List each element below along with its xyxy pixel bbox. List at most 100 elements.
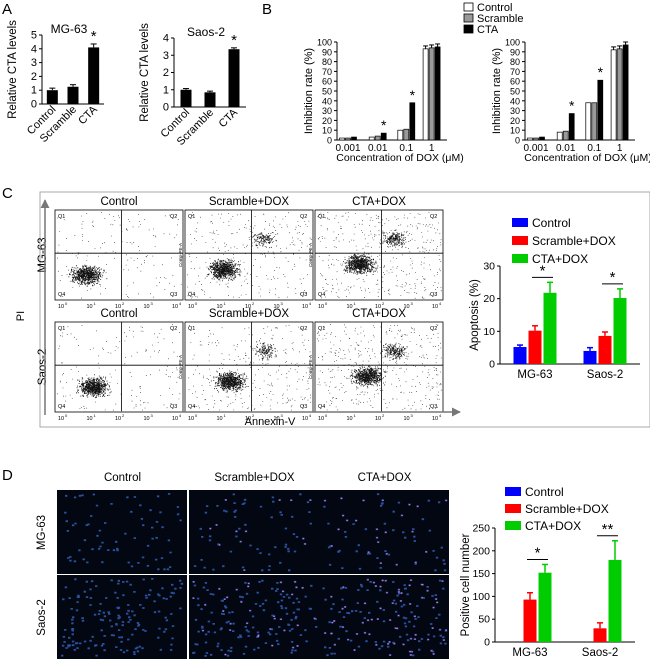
bar <box>351 136 357 141</box>
flow-x-tick-exp: 3 <box>151 413 154 418</box>
flow-x-tick-exp: 0 <box>325 413 328 418</box>
significance-mark: * <box>231 32 237 49</box>
flow-x-tick-exp: 3 <box>281 413 284 418</box>
significance-mark: * <box>381 117 387 133</box>
quadrant-label: Q1 <box>58 214 65 220</box>
significance-mark: * <box>540 262 546 279</box>
y-tick-label: 5 <box>31 30 37 42</box>
y-tick-label: 40 <box>322 96 332 106</box>
legend-label: Scramble <box>477 13 523 25</box>
bar <box>345 137 351 141</box>
x-tick-label: MG-63 <box>512 647 547 659</box>
nuclei-dapi <box>322 578 448 657</box>
legend-swatch <box>512 218 528 227</box>
x-tick-label: MG-63 <box>517 369 552 381</box>
bar <box>597 79 604 141</box>
bar <box>610 49 617 141</box>
flow-x-tick: 10 <box>216 304 222 310</box>
y-axis-label: Inhibition rate (%) <box>491 48 503 134</box>
flow-x-tick-exp: 0 <box>65 301 68 306</box>
flow-x-tick: 10 <box>172 416 178 422</box>
flow-x-tick-exp: 0 <box>195 413 198 418</box>
x-tick-label: Saos-2 <box>582 647 618 659</box>
significance-mark: * <box>410 87 416 103</box>
y-tick-label: 100 <box>505 38 520 48</box>
y-tick-label: 50 <box>478 614 490 626</box>
flow-x-tick-exp: 1 <box>354 301 357 306</box>
pi-axis-label: PI <box>15 311 27 321</box>
bar <box>67 86 79 104</box>
x-axis-label: Concentration of DOX (μM) <box>336 152 463 164</box>
y-tick-label: 50 <box>322 87 332 97</box>
y-tick-label: 90 <box>322 47 332 57</box>
y-axis-label: Positive cell number <box>460 533 472 636</box>
flow-x-tick: 10 <box>403 416 409 422</box>
bar <box>556 131 563 141</box>
quadrant-label: Q2 <box>300 326 307 332</box>
significance-mark: * <box>569 98 575 114</box>
micro-row-label: Saos-2 <box>36 599 48 635</box>
flow-plot-frame <box>54 209 184 301</box>
y-tick-label: 250 <box>472 523 490 535</box>
chart-title: MG-63 <box>51 22 88 36</box>
flow-x-tick-exp: 2 <box>252 301 255 306</box>
y-tick-label: 40 <box>510 96 520 106</box>
x-tick-label: CTA <box>76 103 100 127</box>
y-tick-label: 0 <box>489 359 495 371</box>
y-tick-label: 30 <box>483 261 495 273</box>
quadrant-label: Q3 <box>170 404 177 410</box>
quadrant-label: Q1 <box>58 326 65 332</box>
quadrant-label: Q1 <box>318 326 325 332</box>
x-tick-label: 1 <box>617 143 623 154</box>
bar <box>543 292 557 364</box>
legend-label: Control <box>525 485 564 499</box>
flow-x-tick-exp: 4 <box>309 301 312 306</box>
bar <box>562 130 569 141</box>
flow-x-tick-exp: 4 <box>179 413 182 418</box>
flow-column-title: Control <box>100 308 137 320</box>
y-tick-label: 3 <box>163 50 169 62</box>
quadrant-label: Q2 <box>170 214 177 220</box>
bar <box>598 335 612 364</box>
flow-x-tick-exp: 3 <box>151 301 154 306</box>
flow-x-tick-exp: 3 <box>411 301 414 306</box>
micro-row-label: MG-63 <box>36 515 48 550</box>
significance-mark: * <box>598 64 604 80</box>
flow-cytometry-grid: Control Control Scramble+DOX Scramble+DOX CT… <box>37 196 444 422</box>
flow-x-tick-exp: 2 <box>382 413 385 418</box>
flow-x-tick: 10 <box>58 304 64 310</box>
flow-x-tick: 10 <box>115 416 121 422</box>
flow-x-tick-exp: 2 <box>122 413 125 418</box>
x-tick-label: CTA <box>217 106 241 130</box>
flow-dots <box>57 324 181 411</box>
bar <box>428 47 435 141</box>
y-tick-label: 0 <box>163 102 169 114</box>
flow-plot-frame <box>314 321 444 413</box>
quadrant-label: Q2 <box>170 326 177 332</box>
flow-x-tick-exp: 1 <box>224 413 227 418</box>
flow-x-tick: 10 <box>86 304 92 310</box>
flow-x-tick: 10 <box>143 416 149 422</box>
significance-mark: * <box>535 544 541 561</box>
nuclei-dapi <box>61 578 184 657</box>
micro-image <box>319 575 449 659</box>
bar <box>374 135 381 141</box>
flow-x-tick-exp: 4 <box>439 413 442 418</box>
flow-dots <box>57 212 182 299</box>
micro-image <box>189 490 319 574</box>
x-tick-label: 0.01 <box>556 143 576 154</box>
bar <box>380 132 387 141</box>
y-tick-label: 4 <box>163 33 169 45</box>
flow-x-tick: 10 <box>245 304 251 310</box>
flow-x-tick-exp: 4 <box>309 413 312 418</box>
y-tick-label: 50 <box>510 87 520 97</box>
micro-column-title: Scramble+DOX <box>214 472 295 484</box>
flow-plot-frame <box>54 321 184 413</box>
flow-dot-cloud <box>317 212 442 299</box>
bar <box>434 46 441 141</box>
flow-x-tick-exp: 2 <box>382 301 385 306</box>
flow-dots <box>187 212 312 299</box>
y-tick-label: 0 <box>31 99 37 111</box>
